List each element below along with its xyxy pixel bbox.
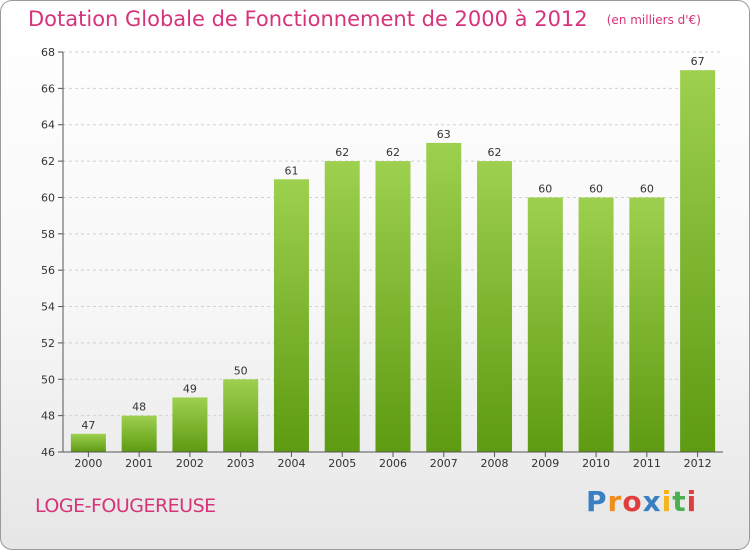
bar-value-label: 60 (640, 182, 654, 195)
commune-name: LOGE-FOUGEREUSE (35, 495, 216, 517)
logo-letter: x (642, 485, 662, 518)
y-tick-label: 58 (41, 228, 55, 241)
y-tick-label: 60 (41, 191, 55, 204)
logo-letter: P (586, 485, 608, 518)
bar (223, 379, 259, 452)
bar (629, 197, 665, 452)
x-tick-label: 2011 (633, 457, 661, 470)
unit-note: (en milliers d'€) (606, 13, 701, 27)
x-tick-label: 2010 (582, 457, 610, 470)
y-tick-label: 68 (41, 46, 55, 59)
y-tick-label: 54 (41, 301, 55, 314)
y-tick-label: 56 (41, 264, 55, 277)
x-tick-label: 2009 (531, 457, 559, 470)
bar (426, 142, 462, 452)
bar-value-label: 47 (81, 419, 95, 432)
x-tick-label: 2006 (379, 457, 407, 470)
y-tick-label: 48 (41, 410, 55, 423)
bar (375, 161, 411, 452)
title-row: Dotation Globale de Fonctionnement de 20… (28, 7, 701, 31)
bar-value-label: 48 (132, 401, 146, 414)
x-tick-label: 2012 (684, 457, 712, 470)
bar (121, 415, 157, 452)
logo-letter: i (686, 485, 698, 518)
bar-value-label: 50 (234, 364, 248, 377)
bar (578, 197, 614, 452)
bars: 47 48 49 50 61 62 62 63 62 60 60 60 67 (70, 55, 716, 453)
y-tick-label: 64 (41, 119, 55, 132)
bar-value-label: 67 (691, 55, 705, 68)
y-tick-label: 50 (41, 373, 55, 386)
x-tick-label: 2001 (125, 457, 153, 470)
proxiti-logo: Proxiti (586, 485, 697, 518)
x-tick-label: 2000 (74, 457, 102, 470)
y-tick-label: 66 (41, 82, 55, 95)
x-tick-label: 2004 (277, 457, 305, 470)
logo-letter: r (607, 485, 623, 518)
bar (70, 433, 106, 452)
x-tick-label: 2005 (328, 457, 356, 470)
bar-value-label: 62 (335, 146, 349, 159)
bar (273, 179, 309, 453)
y-axis-ticks: 46 48 50 52 54 56 58 60 62 64 66 68 (41, 46, 63, 459)
bar (527, 197, 563, 452)
x-tick-label: 2003 (227, 457, 255, 470)
bar (172, 397, 208, 452)
x-tick-label: 2008 (481, 457, 509, 470)
bar-value-label: 49 (183, 382, 197, 395)
bar-value-label: 63 (437, 128, 451, 141)
logo-letter: t (672, 485, 687, 518)
bar-value-label: 62 (488, 146, 502, 159)
bar (324, 161, 360, 452)
chart-title: Dotation Globale de Fonctionnement de 20… (28, 7, 588, 31)
bar-value-label: 61 (284, 164, 298, 177)
x-tick-label: 2007 (430, 457, 458, 470)
y-tick-label: 52 (41, 337, 55, 350)
x-axis-ticks: 2000 2001 2002 2003 2004 2005 2006 2007 2008 2009… (74, 452, 712, 470)
bar-value-label: 60 (589, 182, 603, 195)
y-tick-label: 46 (41, 446, 55, 459)
x-tick-label: 2002 (176, 457, 204, 470)
bar (680, 70, 716, 452)
y-tick-label: 62 (41, 155, 55, 168)
logo-letter: i (661, 485, 673, 518)
bar (477, 161, 513, 452)
logo-letter: o (622, 485, 643, 518)
bar-value-label: 62 (386, 146, 400, 159)
bar-value-label: 60 (538, 182, 552, 195)
